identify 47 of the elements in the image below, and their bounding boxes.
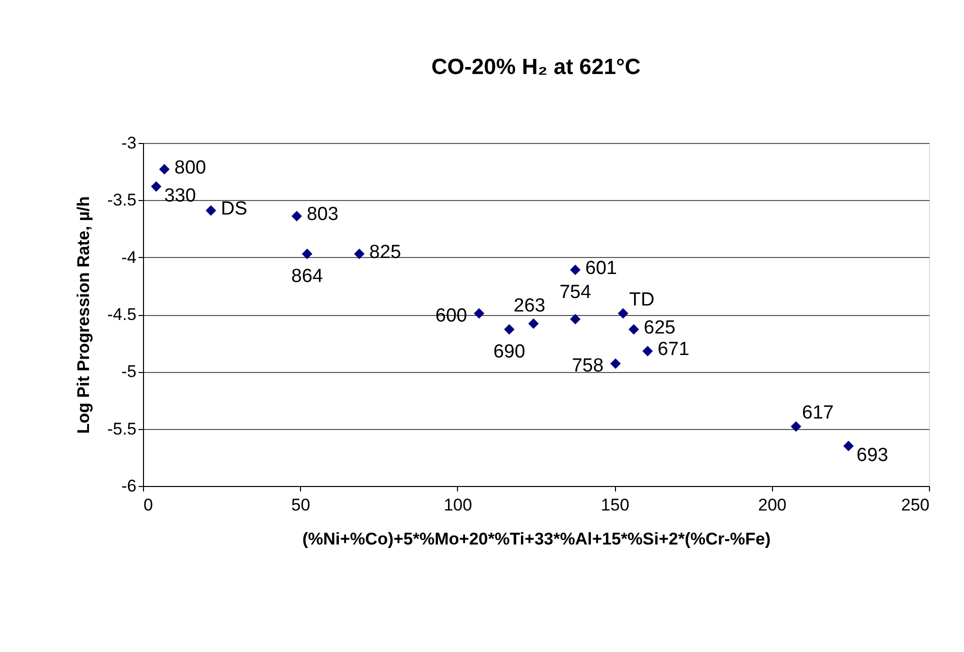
annotation: 864 [291, 266, 324, 287]
y-tick-label: -3.5 [107, 190, 136, 210]
point [610, 358, 621, 369]
annotation: TD [629, 289, 654, 310]
point [570, 264, 581, 276]
point [354, 248, 365, 260]
point [628, 324, 640, 335]
x-tick-label: 100 [444, 496, 472, 514]
chart-title: CO-20% H₂ at 621°C [431, 54, 641, 79]
annotation: 671 [658, 339, 690, 360]
x-tick-label: 200 [758, 496, 786, 514]
point [570, 314, 581, 324]
y-axis-title: Log Pit Progression Rate, µ/h [74, 196, 94, 434]
point [528, 318, 539, 329]
point [642, 346, 653, 356]
annotation: 803 [306, 204, 338, 226]
annotation: 625 [644, 317, 676, 338]
annotation: 690 [493, 341, 526, 362]
annotation: 758 [572, 356, 604, 377]
y-tick-label: -4.5 [107, 305, 136, 324]
point [302, 248, 312, 260]
y-tick-label: -5 [121, 362, 136, 382]
x-tick-label: 150 [600, 496, 630, 514]
point [159, 164, 170, 175]
y-tick-label: -5.5 [107, 419, 136, 438]
x-tick-label: 0 [144, 496, 153, 514]
annotation: 263 [514, 296, 546, 317]
y-tick-label: -3 [121, 134, 136, 152]
annotation: DS [220, 198, 248, 220]
x-tick-label: 250 [901, 496, 930, 514]
point [843, 440, 854, 452]
annotation: 601 [585, 258, 618, 279]
point [206, 205, 216, 216]
point [292, 210, 302, 222]
x-tick-label: 50 [291, 496, 310, 514]
annotation: 693 [856, 444, 888, 466]
point [790, 421, 802, 432]
x-axis-title: (%Ni+%Co)+5*%Mo+20*%Ti+33*%Al+15*%Si+2*(%Cr-%Fe) [302, 530, 771, 548]
y-tick-label: -6 [121, 476, 136, 496]
point [474, 308, 484, 319]
annotation: 800 [174, 157, 206, 178]
annotation: 617 [802, 402, 834, 424]
point [504, 324, 515, 335]
annotation: 754 [559, 282, 592, 304]
point [150, 181, 162, 192]
point [618, 308, 628, 319]
y-tick-label: -4 [121, 248, 136, 267]
